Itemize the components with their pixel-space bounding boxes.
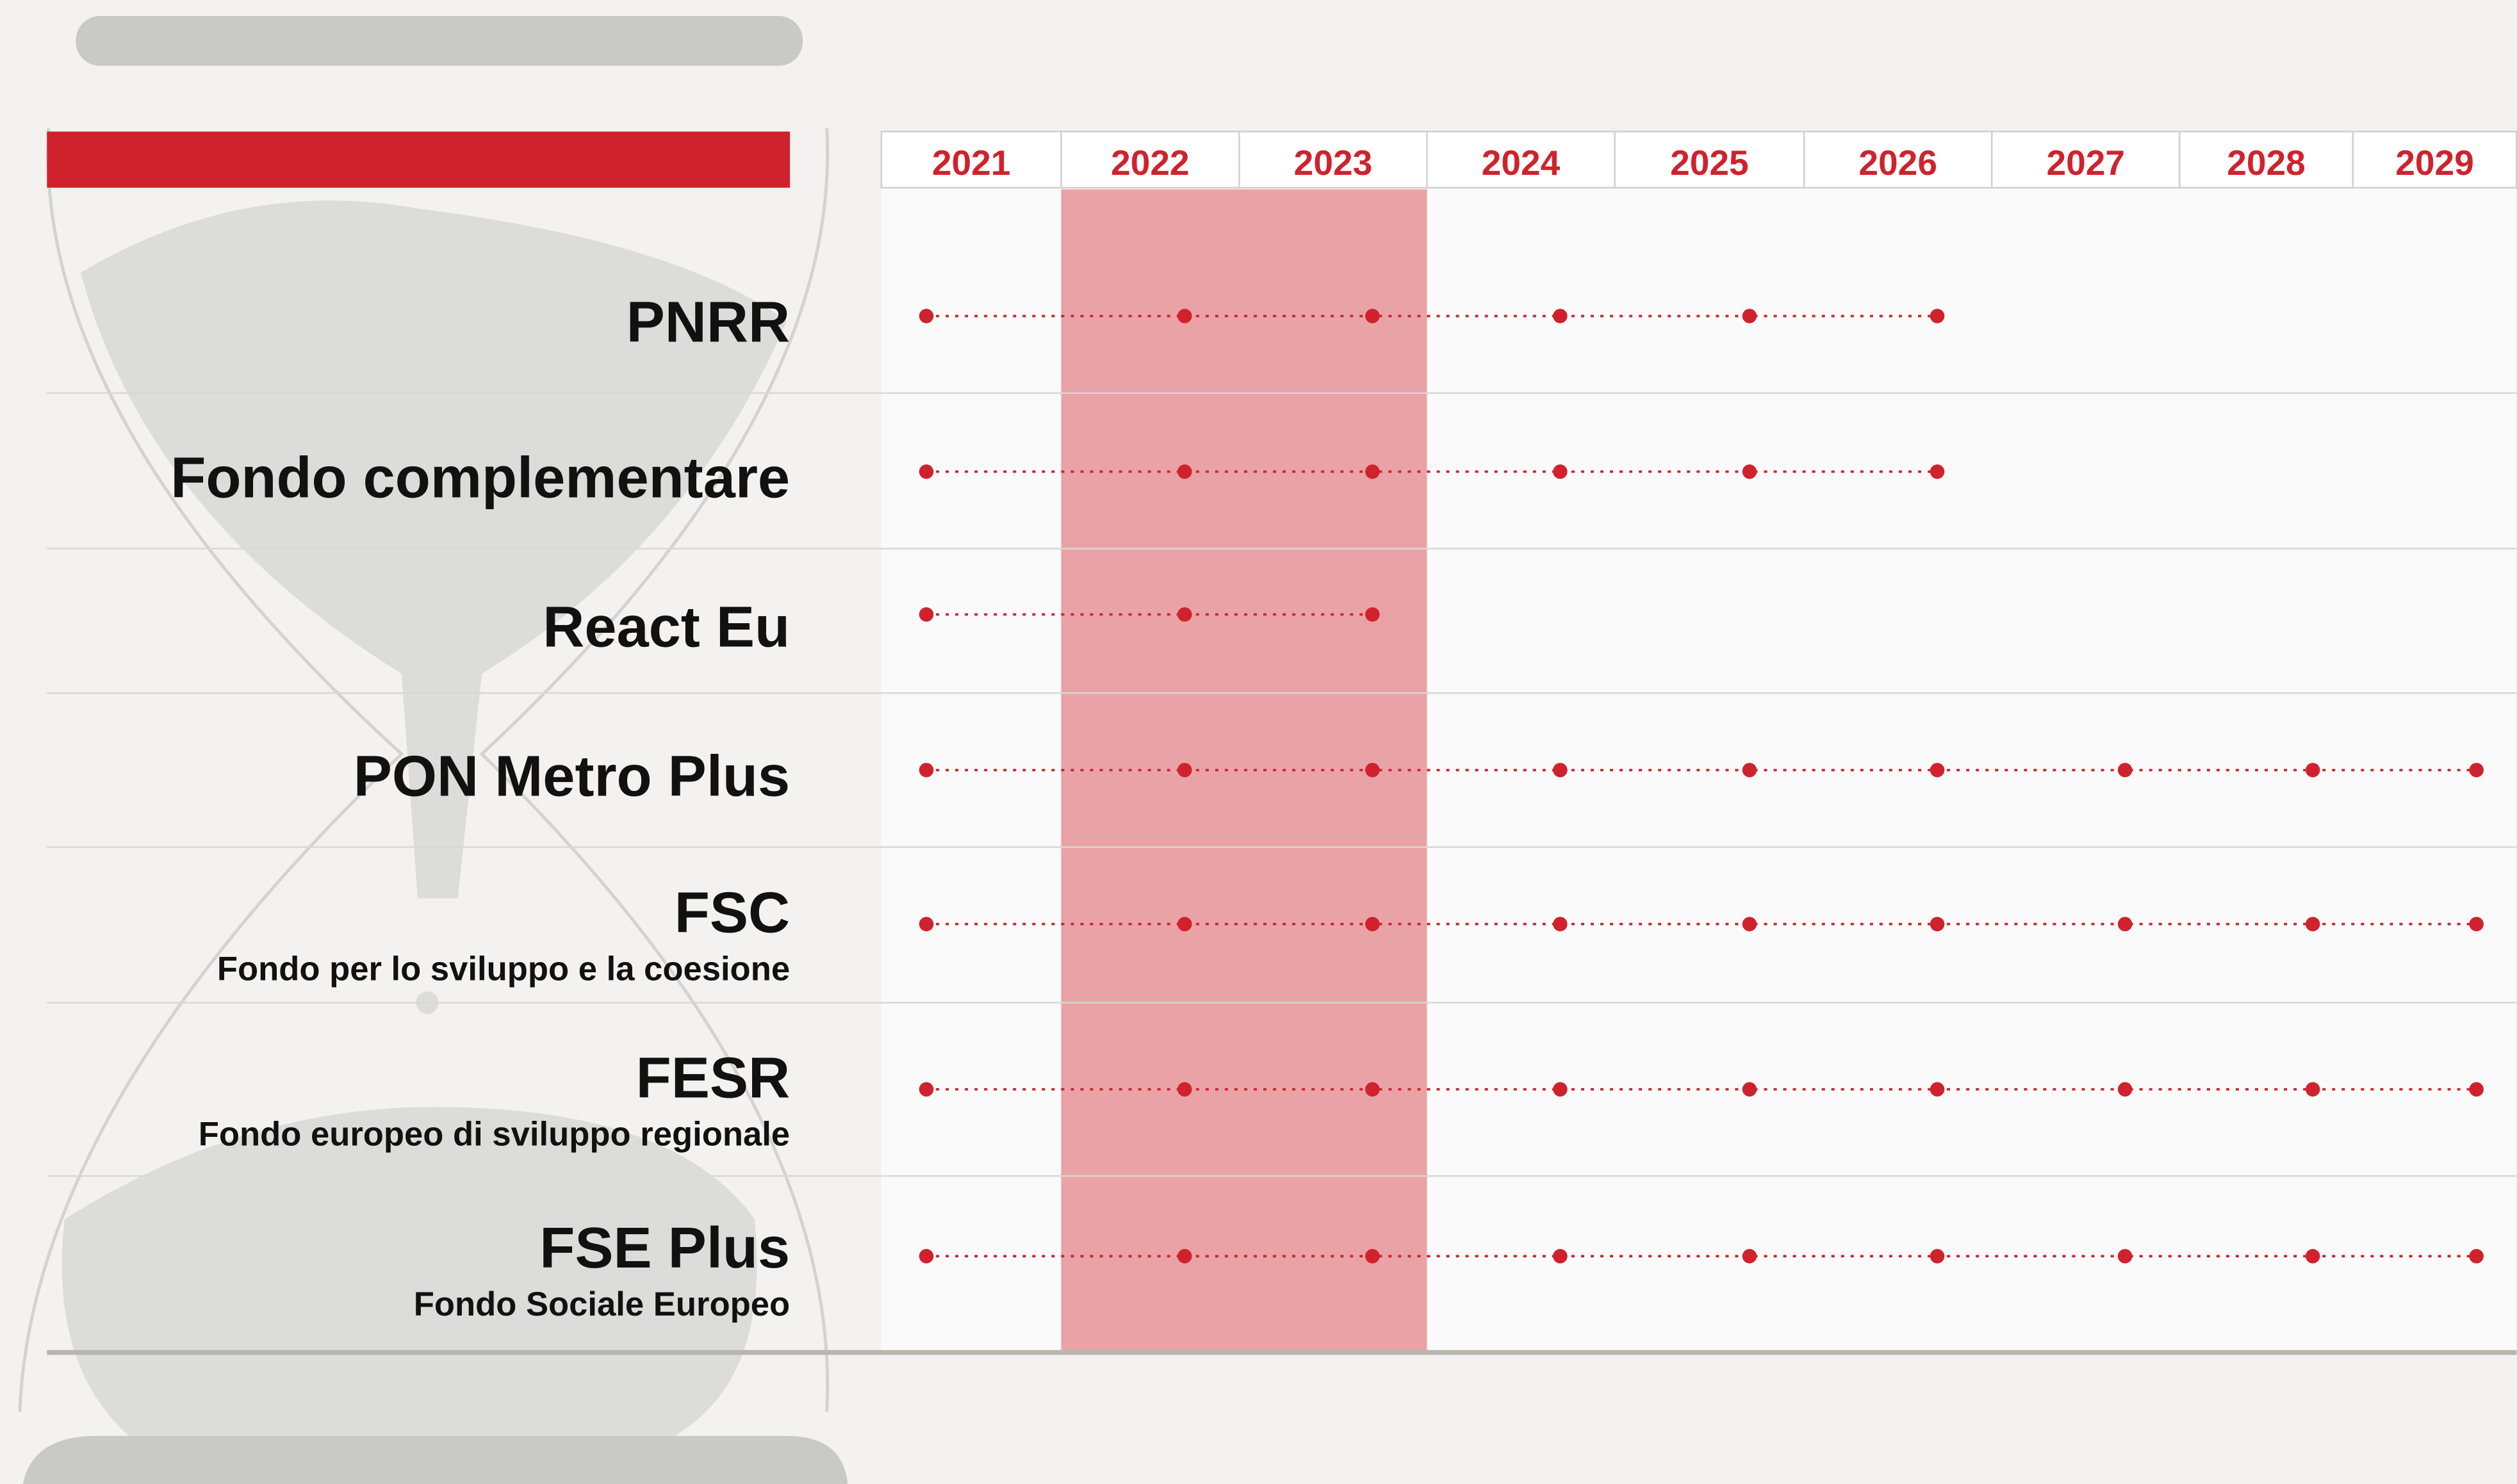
program-name: PON Metro Plus xyxy=(354,744,790,808)
year-dot xyxy=(1553,917,1568,932)
year-dot xyxy=(2117,763,2133,778)
year-dot xyxy=(919,1249,934,1264)
year-dot xyxy=(919,464,934,479)
year-label: 2028 xyxy=(2227,143,2306,183)
program-subtitle: Fondo europeo di sviluppo regionale xyxy=(199,1115,790,1153)
year-label: 2029 xyxy=(2395,143,2474,183)
year-label: 2025 xyxy=(1670,143,1749,183)
year-dot xyxy=(2469,763,2484,778)
program-name: PNRR xyxy=(627,290,790,355)
year-dot xyxy=(2305,917,2320,932)
year-dot xyxy=(919,763,934,778)
year-dot xyxy=(1742,1082,1757,1097)
year-dot xyxy=(2305,763,2320,778)
year-dot xyxy=(1365,1082,1380,1097)
year-dot xyxy=(1930,917,1945,932)
year-dot xyxy=(1177,763,1192,778)
header-row xyxy=(880,131,2517,189)
year-dot xyxy=(1553,1249,1568,1264)
year-dot xyxy=(1365,1249,1380,1264)
year-dot xyxy=(2469,1249,2484,1264)
program-name: FESR xyxy=(636,1045,790,1110)
year-label: 2026 xyxy=(1858,143,1937,183)
year-dot xyxy=(1177,464,1192,479)
year-dot xyxy=(1365,607,1380,622)
year-dot xyxy=(1742,917,1757,932)
program-name: Fondo complementare xyxy=(170,446,790,510)
year-dot xyxy=(1553,1082,1568,1097)
year-dot xyxy=(2117,917,2133,932)
year-dot xyxy=(1930,1082,1945,1097)
year-dot xyxy=(2469,917,2484,932)
year-label: 2021 xyxy=(932,143,1011,183)
year-label: 2022 xyxy=(1111,143,1190,183)
year-dot xyxy=(1177,917,1192,932)
year-dot xyxy=(1365,917,1380,932)
year-dot xyxy=(1742,1249,1757,1264)
year-dot xyxy=(919,1082,934,1097)
year-label: 2024 xyxy=(1482,143,1561,183)
year-dot xyxy=(1177,309,1192,323)
year-dot xyxy=(2117,1082,2133,1097)
year-dot xyxy=(919,917,934,932)
year-dot xyxy=(1930,1249,1945,1264)
year-dot xyxy=(2117,1249,2133,1264)
year-dot xyxy=(2469,1082,2484,1097)
program-subtitle: Fondo per lo sviluppo e la coesione xyxy=(217,950,790,988)
year-dot xyxy=(1553,464,1568,479)
year-dot xyxy=(919,309,934,323)
year-dot xyxy=(1930,464,1945,479)
program-name: React Eu xyxy=(543,594,790,659)
year-dot xyxy=(1365,763,1380,778)
year-dot xyxy=(1177,1249,1192,1264)
year-dot xyxy=(1742,464,1757,479)
program-name: FSE Plus xyxy=(539,1216,790,1280)
year-dot xyxy=(1930,309,1945,323)
year-dot xyxy=(1742,309,1757,323)
year-dot xyxy=(1177,1082,1192,1097)
year-dot xyxy=(1365,464,1380,479)
year-dot xyxy=(1177,607,1192,622)
year-dot xyxy=(2305,1249,2320,1264)
year-dot xyxy=(1553,763,1568,778)
year-dot xyxy=(2305,1082,2320,1097)
red-bar xyxy=(47,131,791,188)
year-label: 2027 xyxy=(2046,143,2125,183)
program-subtitle: Fondo Sociale Europeo xyxy=(414,1285,790,1323)
year-dot xyxy=(1742,763,1757,778)
year-dot xyxy=(1930,763,1945,778)
program-name: FSC xyxy=(675,880,790,945)
year-label: 2023 xyxy=(1294,143,1373,183)
year-dot xyxy=(1553,309,1568,323)
year-dot xyxy=(919,607,934,622)
year-dot xyxy=(1365,309,1380,323)
